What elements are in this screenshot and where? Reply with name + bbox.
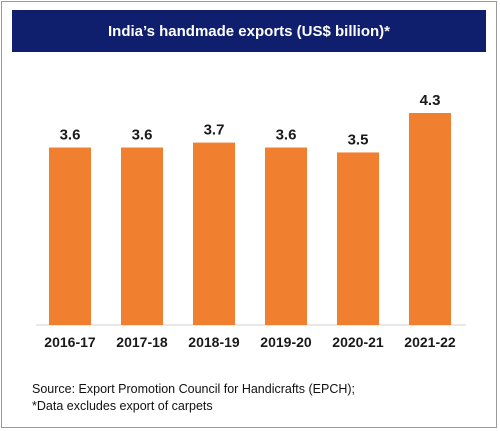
bar-2019-20 — [265, 147, 307, 325]
value-label-2021-22: 4.3 — [420, 92, 441, 109]
x-tick-label-2020-21: 2020-21 — [332, 334, 384, 350]
x-tick-label-2017-18: 2017-18 — [116, 334, 168, 350]
value-label-2020-21: 3.5 — [348, 131, 369, 148]
bar-2017-18 — [121, 147, 163, 325]
bar-2020-21 — [337, 152, 379, 325]
chart-title: India’s handmade exports (US$ billion)* — [12, 10, 486, 52]
value-label-2017-18: 3.6 — [132, 127, 153, 144]
x-tick-label-2016-17: 2016-17 — [44, 334, 96, 350]
chart-footer: Source: Export Promotion Council for Han… — [32, 381, 355, 415]
source-note: Source: Export Promotion Council for Han… — [32, 382, 356, 396]
x-tick-label-2019-20: 2019-20 — [260, 334, 312, 350]
bar-2016-17 — [49, 147, 91, 325]
bar-2021-22 — [409, 113, 451, 325]
value-label-2019-20: 3.6 — [276, 127, 297, 144]
data-note: *Data excludes export of carpets — [32, 399, 213, 413]
value-label-2016-17: 3.6 — [60, 127, 81, 144]
bar-2018-19 — [193, 142, 235, 325]
x-tick-label-2021-22: 2021-22 — [404, 334, 456, 350]
value-label-2018-19: 3.7 — [204, 122, 225, 139]
x-tick-label-2018-19: 2018-19 — [188, 334, 240, 350]
